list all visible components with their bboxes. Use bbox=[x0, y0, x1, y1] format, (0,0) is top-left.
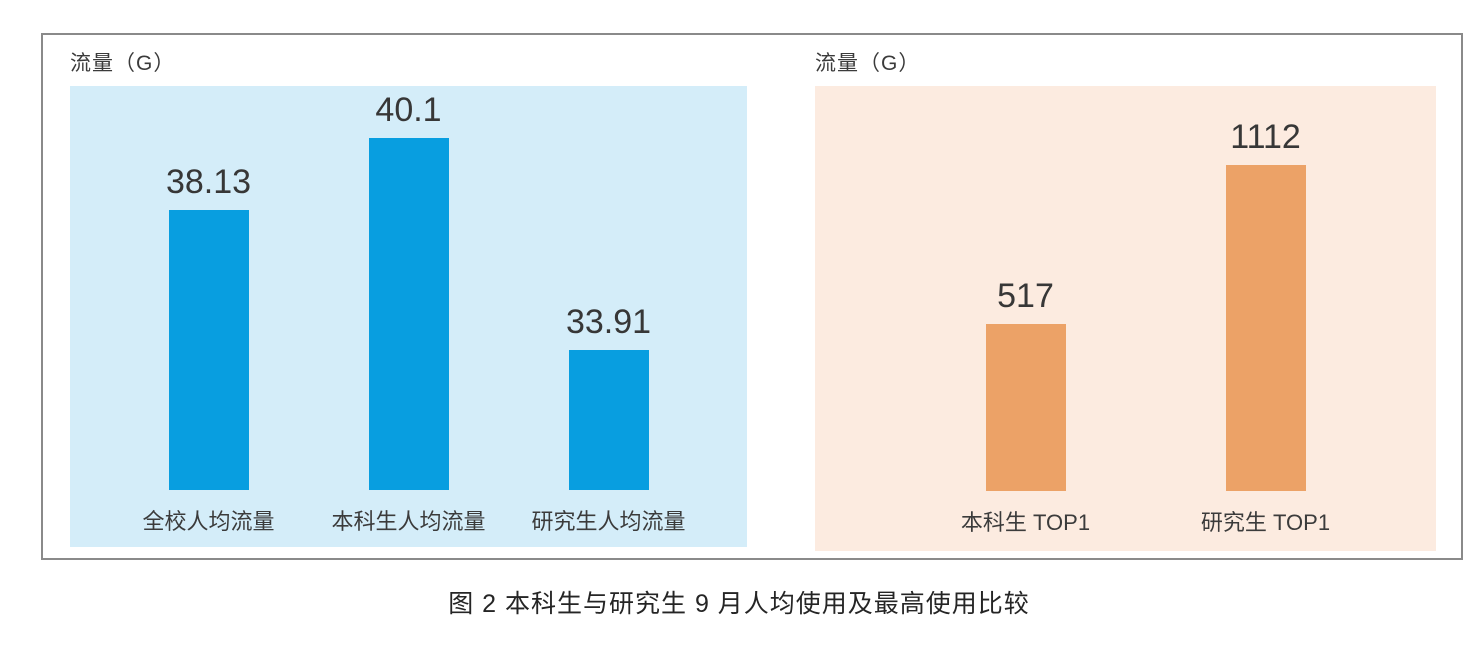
category-label: 研究生 TOP1 bbox=[1200, 510, 1331, 535]
bar-school-average bbox=[168, 210, 249, 490]
plot-area-per-capita: 38.13 全校人均流量 40.1 本科生人均流量 33.91 研究生人均流量 bbox=[70, 86, 747, 547]
y-axis-label-right: 流量（G） bbox=[815, 52, 921, 75]
bar-value-label: 33.91 bbox=[565, 302, 652, 341]
bar-group-grad-average: 33.91 研究生人均流量 bbox=[509, 303, 709, 547]
bar-undergrad-top1 bbox=[985, 324, 1066, 491]
category-label: 本科生 TOP1 bbox=[960, 510, 1091, 535]
bar-grad-average bbox=[568, 350, 649, 490]
chart-frame: 流量（G） 38.13 全校人均流量 40.1 本科生人均流量 33.91 研究… bbox=[41, 33, 1463, 560]
bar-group-undergrad-average: 40.1 本科生人均流量 bbox=[309, 91, 509, 547]
bar-value-label: 1112 bbox=[1230, 117, 1301, 156]
figure-caption: 图 2 本科生与研究生 9 月人均使用及最高使用比较 bbox=[448, 590, 1030, 618]
category-label: 本科生人均流量 bbox=[331, 509, 486, 534]
category-label: 研究生人均流量 bbox=[531, 509, 686, 534]
category-label: 全校人均流量 bbox=[142, 509, 275, 534]
bar-group-school-average: 38.13 全校人均流量 bbox=[109, 163, 309, 547]
bar-value-label: 517 bbox=[997, 276, 1054, 315]
plot-area-top1: 517 本科生 TOP1 1112 研究生 TOP1 bbox=[815, 86, 1436, 551]
bar-grad-top1 bbox=[1225, 165, 1306, 491]
bar-group-grad-top1: 1112 研究生 TOP1 bbox=[1146, 118, 1386, 551]
bar-undergrad-average bbox=[368, 138, 449, 490]
bar-group-undergrad-top1: 517 本科生 TOP1 bbox=[906, 277, 1146, 551]
bar-value-label: 38.13 bbox=[165, 162, 252, 201]
bar-value-label: 40.1 bbox=[375, 90, 442, 129]
y-axis-label-left: 流量（G） bbox=[70, 52, 176, 75]
